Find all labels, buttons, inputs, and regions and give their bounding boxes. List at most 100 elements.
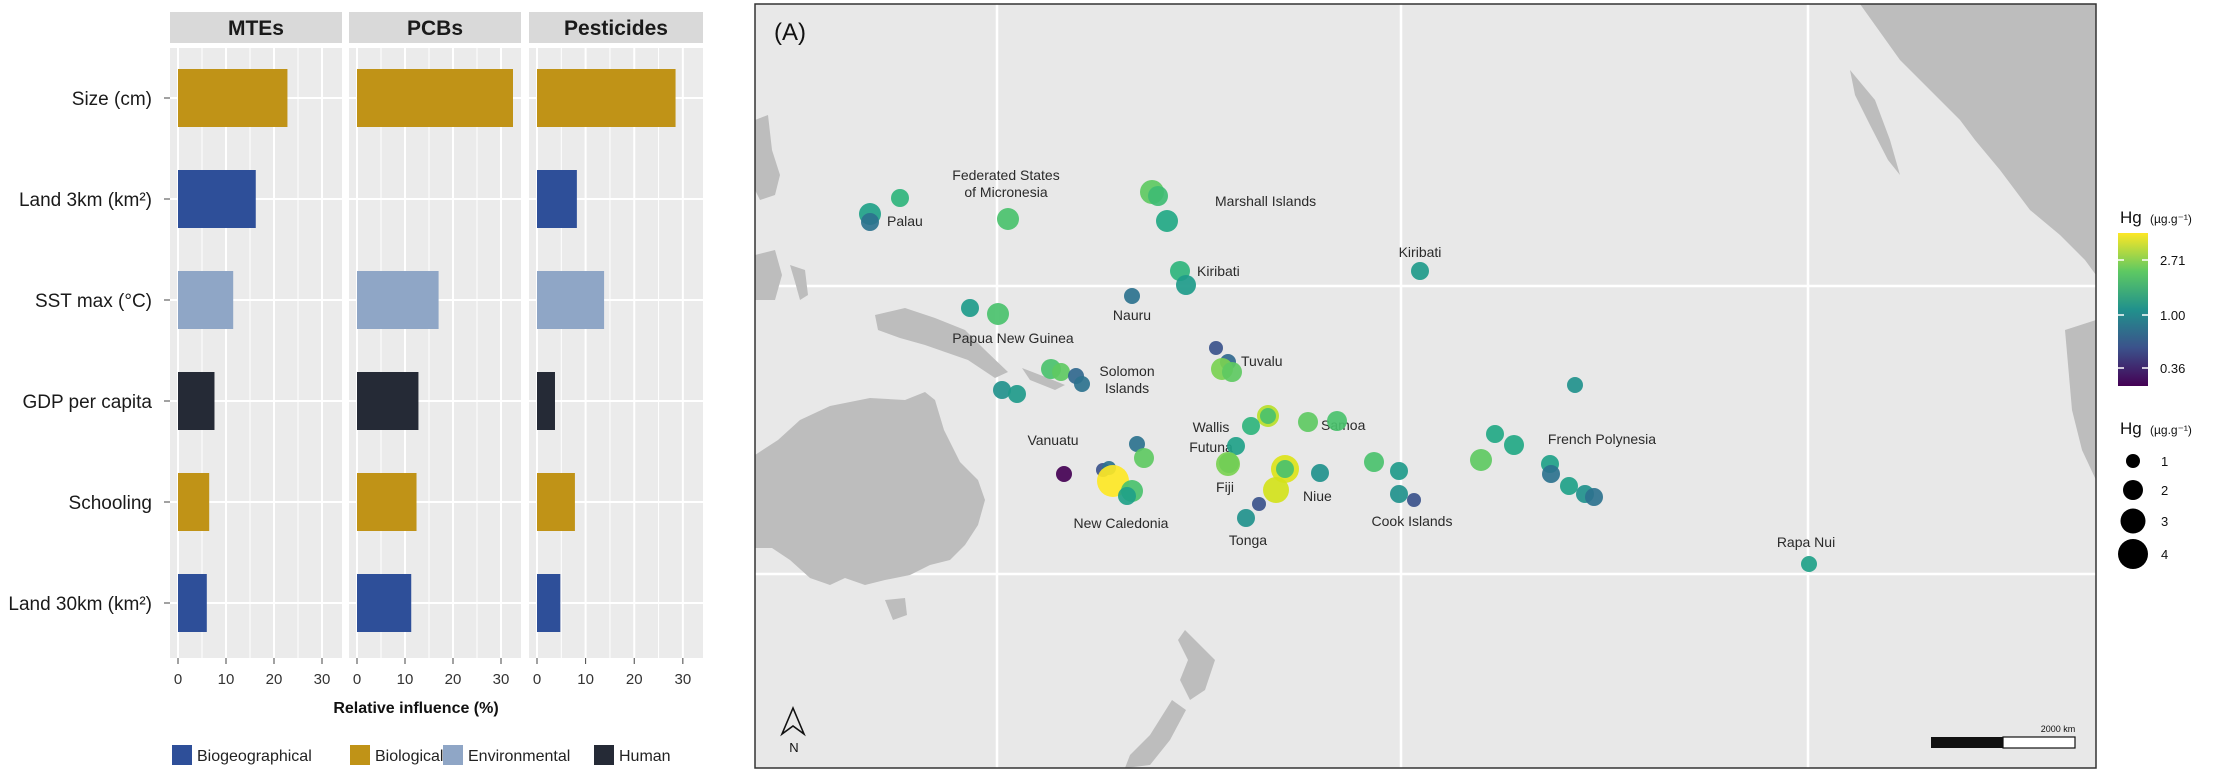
color-legend-ticks: 2.71 1.00 0.36: [2118, 253, 2185, 376]
map-background: [755, 4, 2096, 768]
sample-point: [993, 381, 1011, 399]
facet-pesticides: Pesticides: [529, 12, 703, 658]
tick-label: 30: [493, 671, 510, 688]
map-label: Tonga: [1229, 532, 1267, 548]
legend-swatch: [594, 745, 614, 765]
sample-point: [1585, 488, 1603, 506]
map-label: Cook Islands: [1372, 513, 1453, 529]
scale-bar: 2000 km: [1931, 724, 2076, 749]
sample-point: [1052, 363, 1070, 381]
sample-point: [1129, 436, 1145, 452]
size-legend-unit: (µg.g⁻¹): [2150, 423, 2192, 437]
bar-legend: Biogeographical Biological Environmental Hu…: [172, 745, 671, 765]
tick-label: 0: [353, 671, 361, 688]
map-label: Rapa Nui: [1777, 534, 1835, 550]
map-label: of Micronesia: [964, 184, 1047, 200]
sample-point: [1298, 412, 1318, 432]
map-label: Solomon: [1099, 363, 1154, 379]
tick-label: 20: [266, 671, 283, 688]
sample-point: [1216, 452, 1240, 476]
bar-mtes-0: [178, 69, 288, 127]
category-label: Land 3km (km²): [19, 190, 152, 211]
x-axis-title: Relative influence (%): [333, 700, 498, 717]
category-label: GDP per capita: [22, 392, 152, 413]
facet-background: [349, 48, 521, 658]
bar-chart: MTEs PCBs Pesticides Size (cm) Land 3km (km…: [8, 12, 703, 765]
sample-point: [997, 208, 1019, 230]
solomon-islands-landmass: [1022, 368, 1065, 390]
category-label: Schooling: [69, 493, 152, 514]
sample-point: [1237, 509, 1255, 527]
bar-mtes-3: [178, 372, 215, 430]
sample-point: [1097, 465, 1129, 497]
category-label: SST max (°C): [35, 291, 152, 312]
sample-point: [1327, 411, 1347, 431]
sample-point: [987, 303, 1009, 325]
sample-point: [1252, 497, 1266, 511]
sample-point: [861, 213, 879, 231]
sample-point: [1118, 487, 1136, 505]
north-label: N: [789, 740, 798, 755]
baja-california: [1850, 70, 1900, 175]
sample-point: [1407, 493, 1421, 507]
map-label: Futuna: [1189, 439, 1233, 455]
color-ramp: [2118, 233, 2148, 386]
facet-panels: MTEs PCBs Pesticides: [170, 12, 703, 658]
bar-pcbs-4: [357, 473, 417, 531]
bar-pesticides-5: [537, 574, 561, 632]
legend-label: Environmental: [468, 748, 570, 765]
sample-point: [1227, 437, 1245, 455]
sample-point: [1311, 464, 1329, 482]
sample-point: [1260, 408, 1276, 424]
map-label: Niue: [1303, 488, 1332, 504]
category-labels: Size (cm) Land 3km (km²) SST max (°C) GDP p…: [8, 89, 170, 615]
map-label: Papua New Guinea: [952, 330, 1074, 346]
color-tick-label: 0.36: [2160, 361, 2185, 376]
map-label: Islands: [1105, 380, 1149, 396]
size-legend-dot: [2126, 454, 2140, 468]
map-label: Nauru: [1113, 307, 1151, 323]
category-label: Land 30km (km²): [8, 594, 152, 615]
tick-label: 0: [533, 671, 541, 688]
x-ticks: 0 10 20 30 0 10 20 30 0 10 20 30: [174, 658, 691, 688]
sample-point: [1263, 477, 1289, 503]
bar-mtes-1: [178, 170, 256, 228]
size-legend-label: 4: [2161, 547, 2168, 562]
south-america-landmass: [2065, 320, 2096, 480]
sample-point: [1470, 449, 1492, 471]
tick-label: 30: [314, 671, 331, 688]
sample-point: [1504, 435, 1524, 455]
map-label: Kiribati: [1399, 244, 1442, 260]
size-legend-label: 1: [2161, 454, 2168, 469]
landmasses: [755, 4, 2096, 768]
tick-label: 30: [675, 671, 692, 688]
philippines-landmass: [755, 115, 780, 200]
facet-background: [170, 48, 342, 658]
tick-label: 10: [577, 671, 594, 688]
tick-label: 20: [445, 671, 462, 688]
bar-pcbs-0: [357, 69, 513, 127]
sample-points: [859, 180, 1817, 572]
bar-mtes-5: [178, 574, 207, 632]
sample-point: [1056, 466, 1072, 482]
sample-point: [1176, 275, 1196, 295]
size-legend-dot: [2118, 539, 2148, 569]
map-label: Kiribati: [1197, 263, 1240, 279]
sample-point: [1008, 385, 1026, 403]
bar-pesticides-3: [537, 372, 555, 430]
sulawesi-landmass: [790, 265, 808, 300]
facet-background: [529, 48, 703, 658]
color-legend: Hg (µg.g⁻¹) 2.71 1.00 0.36: [2118, 208, 2192, 386]
australia-landmass: [755, 392, 985, 585]
map-label: Federated States: [952, 167, 1059, 183]
sample-point: [1148, 186, 1168, 206]
legend-swatch: [443, 745, 463, 765]
map-label: New Caledonia: [1074, 515, 1169, 531]
facet-title: MTEs: [228, 17, 284, 40]
legend-label: Biological: [375, 748, 443, 765]
tick-label: 10: [397, 671, 414, 688]
map-label: Marshall Islands: [1215, 193, 1316, 209]
new-guinea-landmass: [875, 308, 1008, 378]
sample-point: [1134, 448, 1154, 468]
